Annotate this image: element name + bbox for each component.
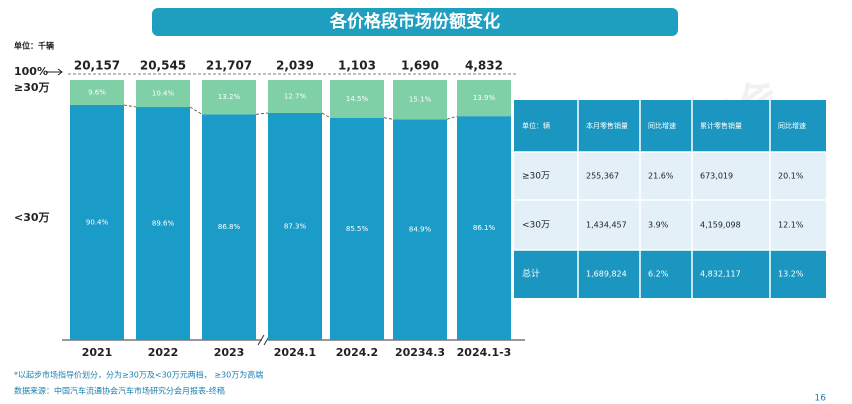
bar-segment [70,80,124,105]
chart-title: 各价格段市场份额变化 [329,11,500,32]
table-cell: 255,367 [586,172,619,181]
bar-segment [457,116,511,340]
total-label: 2,039 [276,59,314,73]
table-header-cell: 本月零售销量 [586,121,628,130]
arrow [46,68,63,76]
y-tick-label: 100% [14,65,48,78]
value-label: 85.5% [346,225,369,233]
table-total-bg [514,250,826,298]
connector [189,106,203,115]
footnote: *以起步市场指导价划分，分为≥30万及<30万元两档， ≥30万为高端 [14,370,263,380]
x-tick-label: 2022 [148,346,179,359]
bar-segment [393,80,447,120]
table-cell: 1,434,457 [586,221,627,230]
connector [255,112,269,115]
table-cell: 4,832,117 [700,270,741,279]
table-header-bg [514,100,826,152]
table-cell: 4,159,098 [700,221,741,230]
connector [383,117,394,120]
bar-segment [268,80,322,114]
x-tick-label: 2024.1-3 [457,346,512,359]
table-cell: 1,689,824 [586,270,627,279]
value-label: 14.5% [346,95,369,103]
bar-segment [202,114,256,340]
legend-label: ≥30万 [14,81,50,94]
bar-segment [330,117,384,340]
table-header-cell: 同比增速 [648,121,676,130]
value-label: 86.1% [473,224,496,232]
total-label: 20,545 [140,59,186,73]
connector [321,112,331,119]
value-label: 86.8% [218,223,241,231]
x-tick-label: 2024.1 [274,346,316,359]
bar-segment [136,107,190,340]
value-label: 84.9% [409,226,432,234]
x-tick-label: 2023 [214,346,245,359]
value-label: 9.6% [88,88,106,96]
total-label: 4,832 [465,59,503,73]
total-label: 20,157 [74,59,120,73]
footnote: 数据来源：中国汽车流通协会汽车市场研究分会月报表-终稿 [14,386,225,396]
value-label: 15.1% [409,96,432,104]
page-number: 16 [815,394,827,404]
legend-label: <30万 [14,211,50,224]
bar-segment [393,119,447,340]
x-tick-label: 2024.2 [336,346,378,359]
bar-segment [268,113,322,341]
table-cell: 3.9% [648,221,669,230]
bar-segment [330,80,384,118]
table-cell: 673,019 [700,172,733,181]
value-label: 90.4% [86,218,109,226]
bar-segment [202,80,256,115]
x-tick-label: 2021 [82,346,113,359]
value-label: 13.2% [218,93,241,101]
total-label: 21,707 [206,59,252,73]
total-label: 1,103 [338,59,376,73]
table-cell: 6.2% [648,270,669,279]
table-cell: ≥30万 [522,172,550,182]
table-header-cell: 单位：辆 [522,121,550,130]
title-banner [152,8,678,36]
value-label: 87.3% [284,223,307,231]
connector [446,115,458,120]
value-label: 12.7% [284,93,307,101]
table-header-cell: 同比增速 [778,121,806,130]
bar-segment [136,80,190,108]
x-tick-label: 20234.3 [395,346,445,359]
value-label: 13.9% [473,94,496,102]
connector [123,104,137,108]
table-cell: 13.2% [778,270,804,279]
value-label: 89.6% [152,220,175,228]
table-cell: <30万 [522,221,550,231]
table-header-cell: 累计零售销量 [700,121,742,130]
table-cell: 总计 [522,268,540,280]
unit-label: 单位：千辆 [14,41,54,51]
table-cell: 12.1% [778,221,804,230]
value-label: 10.4% [152,90,175,98]
table-cell: 21.6% [648,172,674,181]
total-label: 1,690 [401,59,439,73]
bar-segment [70,104,124,341]
bar-segment [457,80,511,117]
table-cell: 20.1% [778,172,804,181]
